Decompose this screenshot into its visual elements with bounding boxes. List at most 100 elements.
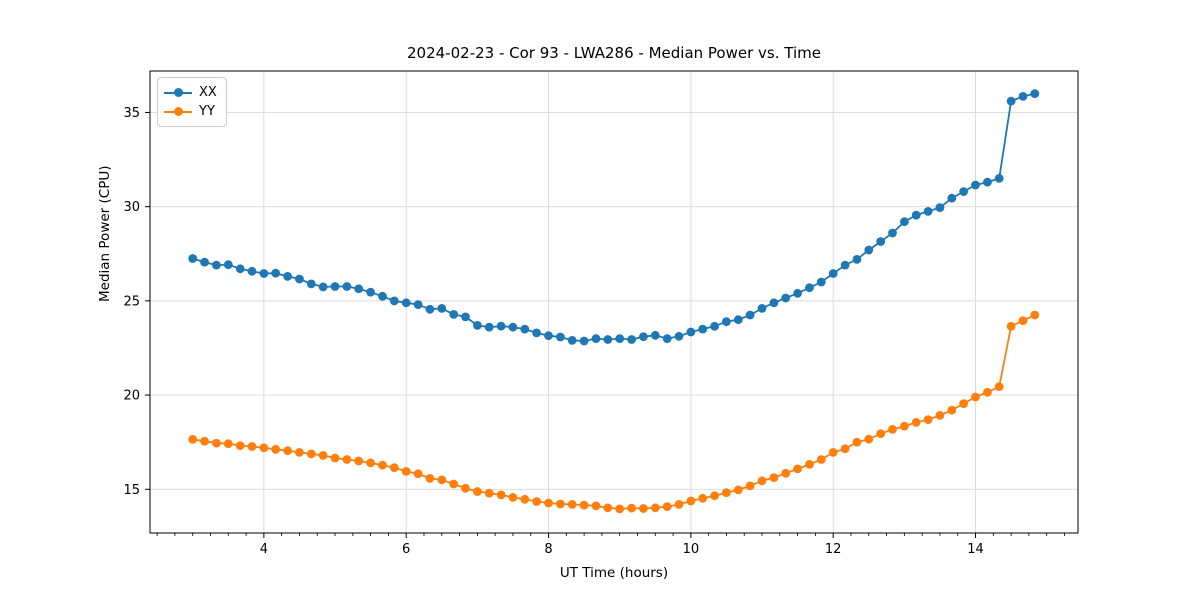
data-point-xx <box>983 177 992 187</box>
data-point-yy <box>710 491 719 501</box>
data-point-xx <box>318 282 328 292</box>
data-point-yy <box>840 444 850 454</box>
data-point-yy <box>295 448 304 457</box>
data-point-xx <box>520 324 530 334</box>
data-point-xx <box>508 322 518 332</box>
data-point-yy <box>591 501 601 511</box>
data-point-yy <box>306 449 316 459</box>
data-point-xx <box>378 291 387 301</box>
data-point-xx <box>816 277 826 287</box>
data-point-xx <box>959 187 968 197</box>
data-point-xx <box>864 245 874 255</box>
data-point-xx <box>330 282 340 291</box>
data-point-yy <box>283 446 292 456</box>
data-point-xx <box>722 317 731 326</box>
data-point-xx <box>342 282 352 291</box>
data-point-xx <box>449 310 459 319</box>
y-tick-label: 20 <box>123 389 140 404</box>
data-point-xx <box>461 312 470 322</box>
data-point-xx <box>733 315 743 325</box>
data-point-yy <box>994 382 1004 391</box>
x-tick-label: 4 <box>260 542 268 557</box>
data-point-xx <box>532 328 541 338</box>
data-point-yy <box>188 435 198 444</box>
x-tick-label: 12 <box>825 542 842 557</box>
data-point-xx <box>556 332 565 342</box>
data-point-yy <box>473 487 482 496</box>
data-point-yy <box>330 453 340 463</box>
x-axis-label: UT Time (hours) <box>559 565 669 581</box>
data-point-yy <box>935 411 945 420</box>
data-point-yy <box>532 497 541 506</box>
data-point-xx <box>235 264 245 274</box>
x-tick-label: 8 <box>544 542 552 557</box>
data-point-yy <box>212 438 221 448</box>
data-point-yy <box>378 460 387 470</box>
data-point-yy <box>200 436 210 446</box>
data-point-yy <box>828 448 838 457</box>
data-point-yy <box>603 503 613 513</box>
data-point-xx <box>544 331 553 341</box>
data-point-yy <box>579 500 589 510</box>
data-point-xx <box>188 254 198 263</box>
legend-label: XX <box>199 85 217 100</box>
data-point-xx <box>769 298 779 308</box>
data-point-xx <box>627 335 636 344</box>
data-point-xx <box>947 193 957 203</box>
data-point-yy <box>342 455 352 464</box>
data-point-xx <box>639 332 648 342</box>
legend-item-xx: XX <box>164 83 218 102</box>
data-point-yy <box>449 479 459 489</box>
legend-item-yy: YY <box>164 102 218 121</box>
data-point-yy <box>852 437 862 447</box>
data-point-xx <box>389 296 399 306</box>
data-point-xx <box>295 274 304 284</box>
data-point-yy <box>271 444 281 454</box>
chart-title: 2024-02-23 - Cor 93 - LWA286 - Median Po… <box>407 44 821 62</box>
data-point-xx <box>579 336 589 346</box>
data-point-xx <box>686 327 696 337</box>
data-point-yy <box>627 503 636 513</box>
data-point-yy <box>698 493 708 503</box>
data-point-xx <box>1030 89 1040 98</box>
data-point-xx <box>212 260 221 270</box>
data-point-yy <box>805 460 814 469</box>
data-point-xx <box>900 217 909 227</box>
axes-border <box>149 70 1079 534</box>
data-point-yy <box>639 504 648 513</box>
legend: XX YY <box>157 77 227 127</box>
data-point-xx <box>603 335 613 344</box>
data-point-yy <box>864 434 874 444</box>
data-point-xx <box>876 237 886 246</box>
data-point-xx <box>413 300 423 309</box>
data-point-xx <box>662 334 672 343</box>
data-point-yy <box>971 392 980 402</box>
data-point-xx <box>888 228 897 238</box>
circle-marker-icon <box>174 107 183 116</box>
data-point-xx <box>591 334 601 343</box>
data-point-xx <box>852 255 862 264</box>
data-point-yy <box>615 504 625 514</box>
data-point-yy <box>662 502 672 511</box>
data-point-yy <box>567 500 577 509</box>
data-point-xx <box>911 210 921 220</box>
legend-label: YY <box>199 104 215 119</box>
x-tick-label: 6 <box>402 542 410 557</box>
data-point-yy <box>745 481 755 491</box>
data-point-xx <box>745 310 755 320</box>
data-point-xx <box>698 324 708 334</box>
data-point-xx <box>425 304 435 314</box>
data-point-xx <box>923 207 933 216</box>
legend-marker-xx <box>164 88 192 97</box>
x-tick-label: 14 <box>967 542 984 557</box>
data-point-yy <box>900 421 909 431</box>
data-point-xx <box>805 283 814 293</box>
data-point-xx <box>247 266 257 276</box>
data-point-xx <box>757 304 767 313</box>
data-point-xx <box>793 288 802 298</box>
data-point-yy <box>1018 316 1028 326</box>
data-point-yy <box>757 476 767 486</box>
y-tick-label: 30 <box>123 200 140 215</box>
